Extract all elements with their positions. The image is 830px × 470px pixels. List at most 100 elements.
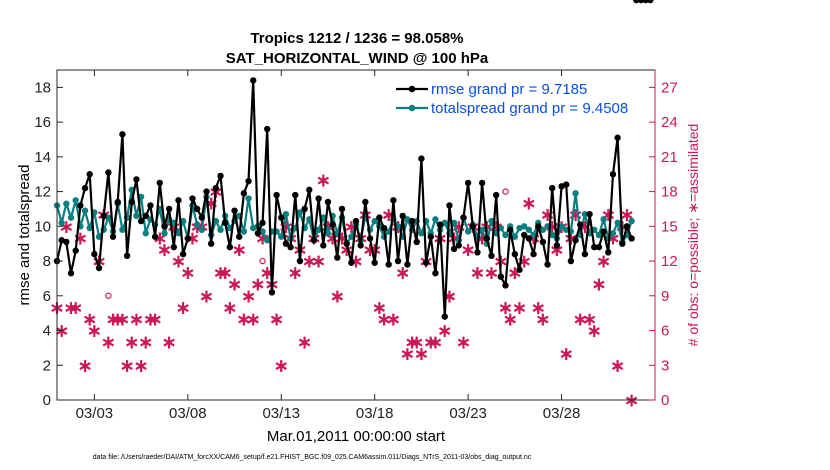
rmse-point xyxy=(455,242,462,249)
totalspread-point xyxy=(609,230,617,237)
rmse-point xyxy=(245,177,252,185)
totalspread-point xyxy=(530,231,537,239)
rmse-point xyxy=(497,273,505,280)
y-tick-label: 8 xyxy=(43,253,51,270)
totalspread-point xyxy=(296,209,304,216)
rmse-point xyxy=(352,217,360,225)
legend-label-rmse: rmse grand pr = 9.7185 xyxy=(431,81,587,98)
obs-assimilated-marker: ∗ xyxy=(329,285,345,307)
rmse-point xyxy=(628,235,635,242)
y2-tick-label: 0 xyxy=(661,392,669,409)
y2-tick-label: 6 xyxy=(661,323,669,340)
x-axis: 03/03 03/08 03/13 03/18 03/23 03/28 xyxy=(76,70,581,422)
rmse-point xyxy=(109,233,117,240)
obs-assimilated-marker: ∗ xyxy=(512,297,528,319)
rmse-point xyxy=(492,191,500,199)
totalspread-point xyxy=(418,230,425,237)
obs-count-layer: ∗∗∗∗∗∗∗∗∗∗∗∗∗∗∗∗∗∗∗∗∗∗∗∗∗∗∗∗∗∗∗∗∗∗∗∗∗∗∗∗… xyxy=(49,170,640,412)
obs-assimilated-marker: ∗ xyxy=(572,308,588,330)
obs-assimilated-marker: ∗ xyxy=(586,320,602,342)
rmse-point xyxy=(567,257,575,265)
obs-assimilated-marker: ∗ xyxy=(245,308,261,330)
chart-subtitle: SAT_HORIZONTAL_WIND @ 100 hPa xyxy=(226,50,489,67)
y-tick-label: 6 xyxy=(43,288,51,305)
rmse-point xyxy=(614,134,621,141)
obs-assimilated-marker: ∗ xyxy=(591,274,607,296)
obs-assimilated-marker: ∗ xyxy=(147,308,163,330)
obs-possible-marker xyxy=(105,292,112,299)
rmse-point xyxy=(530,250,537,258)
rmse-point xyxy=(273,191,280,199)
legend-label-totalspread: totalspread grand pr = 9.4508 xyxy=(431,100,628,117)
rmse-point xyxy=(394,257,402,265)
rmse-point xyxy=(427,233,434,240)
x-axis-label: Mar.01,2011 00:00:00 start xyxy=(267,428,446,445)
rmse-point xyxy=(329,221,336,228)
y2-tick-label: 12 xyxy=(661,253,678,270)
totalspread-point xyxy=(264,237,271,244)
obs-assimilated-marker: ∗ xyxy=(502,308,518,330)
obs-assimilated-marker: ∗ xyxy=(409,332,425,354)
totalspread-point xyxy=(502,231,509,239)
obs-assimilated-marker: ∗ xyxy=(371,297,387,319)
rmse-point xyxy=(511,250,519,258)
x-tick-label: 03/13 xyxy=(262,405,300,422)
rmse-point xyxy=(348,259,355,266)
obs-assimilated-marker: ∗ xyxy=(68,297,84,319)
rmse-point xyxy=(203,188,210,195)
totalspread-point xyxy=(614,219,621,227)
rmse-point xyxy=(231,207,238,214)
obs-assimilated-marker: ∗ xyxy=(301,251,317,273)
obs-assimilated-marker: ∗ xyxy=(133,355,149,377)
y-tick-label: 10 xyxy=(34,218,51,235)
rmse-point xyxy=(385,261,392,268)
rmse-point xyxy=(212,184,220,192)
rmse-point xyxy=(418,155,425,162)
rmse-point xyxy=(623,223,631,230)
rmse-point xyxy=(217,172,224,180)
rmse-point xyxy=(240,190,248,197)
rmse-point xyxy=(142,212,149,220)
rmse-point xyxy=(516,266,523,273)
rmse-point xyxy=(184,235,192,242)
obs-assimilated-marker: ∗ xyxy=(437,320,453,342)
obs-possible-marker xyxy=(259,257,266,265)
obs-assimilated-marker: ∗ xyxy=(558,343,574,365)
rmse-point xyxy=(207,240,215,247)
rmse-point xyxy=(221,219,229,227)
y2-tick-label: 15 xyxy=(661,218,678,235)
rmse-point xyxy=(525,235,533,242)
rmse-point xyxy=(301,205,308,213)
obs-assimilated-marker: ∗ xyxy=(315,170,331,192)
obs-assimilated-marker: ∗ xyxy=(273,355,289,377)
obs-assimilated-marker: ∗ xyxy=(413,343,429,365)
data-file-footnote: data file: /Users/raeder/DAI/ATM_forcXX/… xyxy=(93,454,532,461)
x-tick-label: 03/18 xyxy=(356,405,394,422)
y-tick-label: 2 xyxy=(43,357,51,374)
x-tick-label: 03/08 xyxy=(169,405,207,422)
rmse-point xyxy=(408,217,416,225)
rmse-point xyxy=(535,223,542,230)
legend-marker-rmse xyxy=(408,85,416,93)
rmse-point xyxy=(343,240,350,247)
rmse-point xyxy=(137,217,145,225)
x-tick-label: 03/28 xyxy=(543,405,581,422)
totalspread-point xyxy=(282,210,290,218)
y-tick-label: 0 xyxy=(43,392,51,409)
obs-assimilated-marker: ∗ xyxy=(100,332,116,354)
totalspread-point xyxy=(142,230,149,237)
rmse-point xyxy=(488,252,495,260)
y2-tick-label: 18 xyxy=(661,184,678,201)
obs-assimilated-marker: ∗ xyxy=(72,227,88,249)
totalspread-point xyxy=(558,223,565,230)
rmse-point xyxy=(432,270,439,277)
totalspread-point xyxy=(525,226,533,233)
obs-assimilated-marker: ∗ xyxy=(82,308,98,330)
obs-assimilated-marker: ∗ xyxy=(156,239,172,261)
rmse-point xyxy=(100,212,107,220)
legend-box xyxy=(392,76,648,120)
totalspread-point xyxy=(72,197,79,204)
obs-assimilated-marker: ∗ xyxy=(63,297,79,319)
rmse-point xyxy=(156,179,163,187)
